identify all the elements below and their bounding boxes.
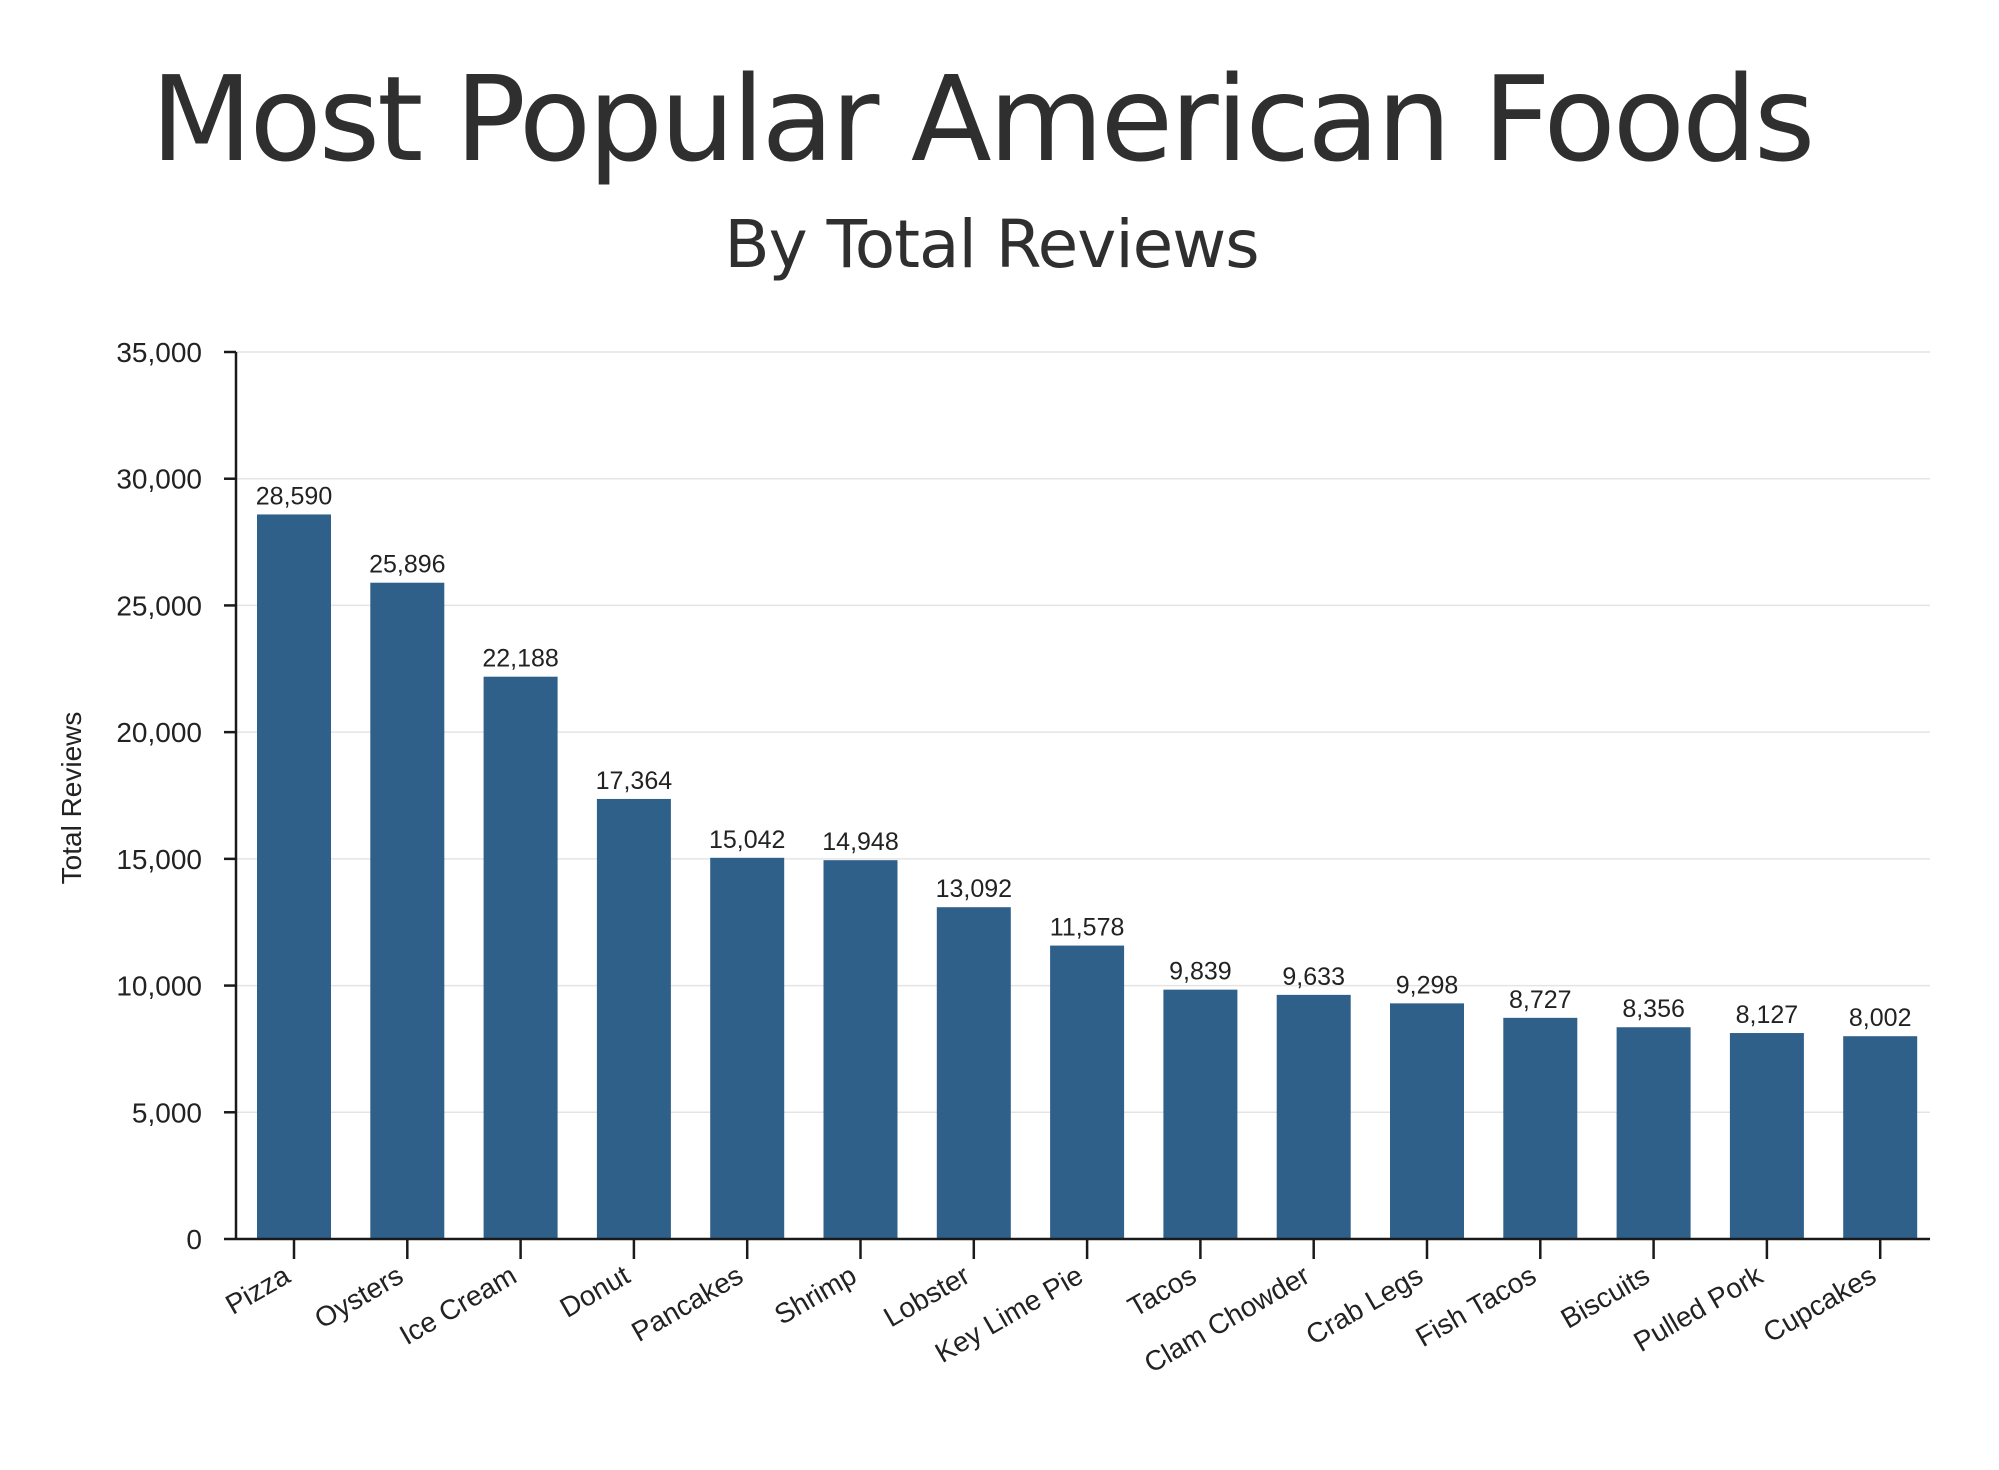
bar <box>1616 1027 1691 1239</box>
bar <box>710 857 785 1239</box>
y-tick-label: 20,000 <box>116 717 202 748</box>
data-label: 25,896 <box>369 551 445 579</box>
data-label: 14,948 <box>822 828 898 856</box>
x-tick-label: Tacos <box>1123 1259 1202 1322</box>
bar <box>596 798 671 1239</box>
x-tick-label: Pancakes <box>626 1259 748 1347</box>
x-tick-label: Cupcakes <box>1758 1259 1881 1348</box>
x-tick-label: Oysters <box>309 1259 408 1334</box>
data-label: 13,092 <box>936 875 1012 903</box>
y-tick-label: 35,000 <box>116 337 202 368</box>
data-label: 8,727 <box>1509 986 1572 1014</box>
y-axis-title: Total Reviews <box>56 712 87 885</box>
y-tick-label: 15,000 <box>116 844 202 875</box>
data-label: 28,590 <box>256 482 332 510</box>
bar <box>936 907 1011 1239</box>
data-label: 17,364 <box>596 767 673 795</box>
bar <box>1050 945 1125 1239</box>
data-label: 8,356 <box>1622 995 1685 1023</box>
data-label: 8,002 <box>1849 1004 1912 1032</box>
y-tick-label: 25,000 <box>116 590 202 621</box>
bar <box>1163 989 1238 1239</box>
x-tick-label: Pizza <box>220 1259 295 1320</box>
y-tick-label: 0 <box>186 1224 202 1255</box>
x-tick-label: Ice Cream <box>394 1259 521 1350</box>
bars <box>257 514 1918 1239</box>
data-labels: 28,590 25,896 22,188 17,364 15,042 14,948 13,0… <box>256 482 1912 1032</box>
data-label: 15,042 <box>709 826 785 854</box>
y-tick-label: 10,000 <box>116 971 202 1002</box>
bar <box>370 582 445 1239</box>
bar <box>1729 1033 1804 1239</box>
x-tick-label: Crab Legs <box>1301 1259 1428 1350</box>
data-label: 22,188 <box>482 645 558 673</box>
y-tick-label: 30,000 <box>116 464 202 495</box>
bar <box>1276 994 1351 1239</box>
bar <box>1503 1017 1578 1239</box>
bar <box>483 676 558 1239</box>
data-label: 9,298 <box>1396 971 1459 999</box>
x-tick-label: Lobster <box>878 1259 974 1333</box>
x-tick-label: Donut <box>555 1259 635 1323</box>
chart-title: Most Popular American Foods <box>150 50 1816 188</box>
data-label: 9,839 <box>1169 958 1232 986</box>
chart-subtitle: By Total Reviews <box>724 206 1259 283</box>
bar <box>257 514 331 1239</box>
data-label: 8,127 <box>1736 1001 1799 1029</box>
bar <box>823 860 898 1239</box>
y-tick-label: 5,000 <box>132 1097 202 1128</box>
x-tick-label: Shrimp <box>769 1259 861 1330</box>
data-label: 11,578 <box>1050 914 1125 942</box>
data-label: 9,633 <box>1282 963 1345 991</box>
x-tick-label: Fish Tacos <box>1410 1259 1541 1353</box>
x-tick-label: Pulled Pork <box>1628 1259 1768 1358</box>
bar <box>1390 1003 1464 1239</box>
x-tick-label: Biscuits <box>1556 1259 1655 1334</box>
bar <box>1843 1036 1918 1239</box>
